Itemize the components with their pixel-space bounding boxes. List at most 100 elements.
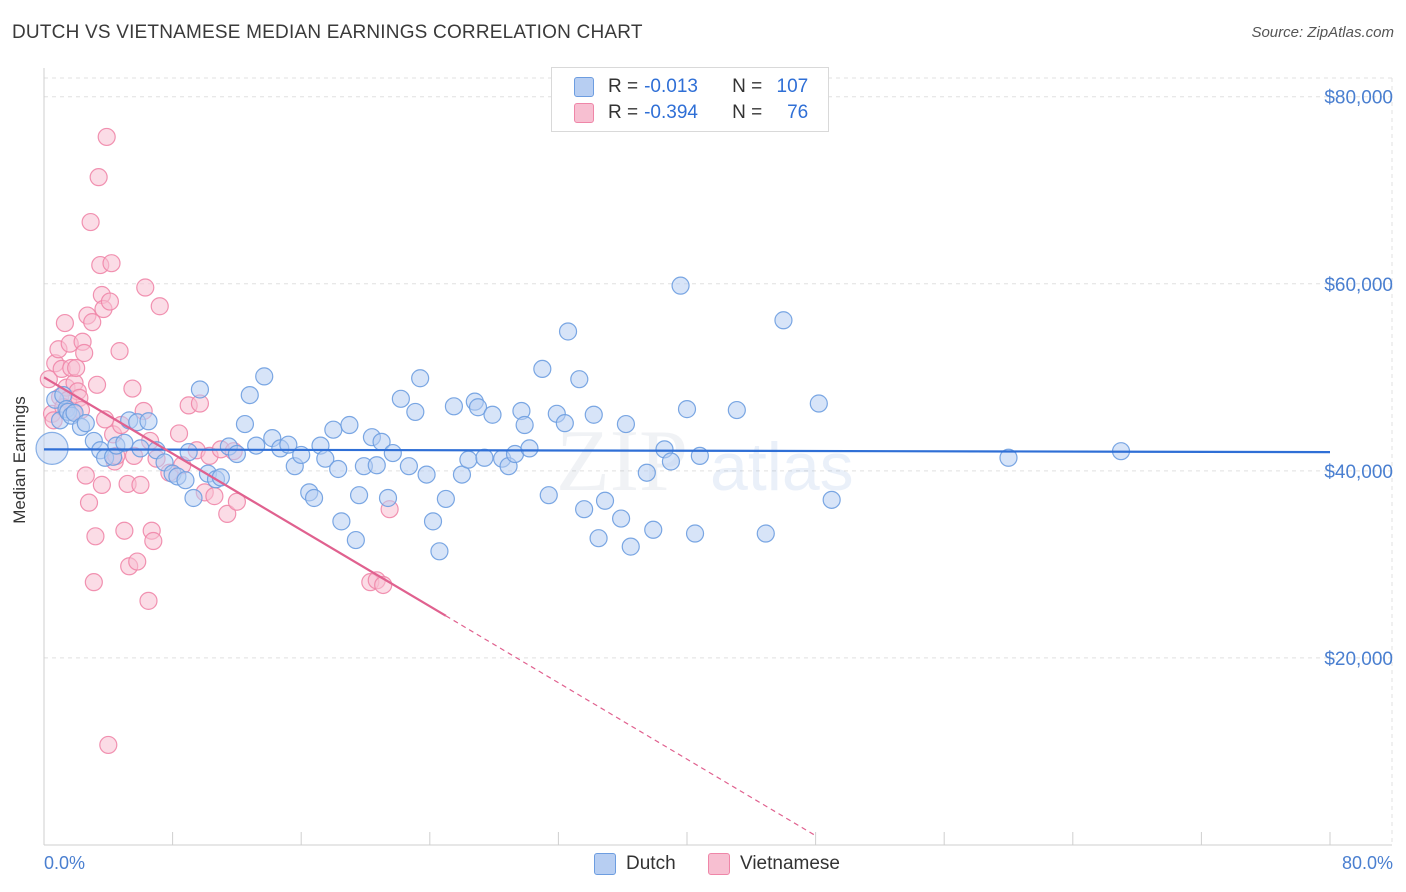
y-tick-label: $40,000 [1324, 462, 1393, 483]
n-label: N = [732, 102, 763, 123]
dutch-point [179, 443, 198, 462]
dutch-point [235, 414, 255, 434]
vietnamese-point [128, 552, 147, 571]
dutch-point [999, 448, 1018, 467]
dutch-point [589, 529, 608, 548]
dutch-point [417, 465, 436, 484]
dutch-point [637, 463, 656, 482]
dutch-point [430, 542, 449, 561]
vietnamese-point [89, 168, 108, 187]
dutch-point [247, 436, 266, 455]
dutch-point [570, 370, 589, 389]
dutch-point [685, 524, 705, 543]
vietnamese-point [123, 379, 142, 398]
x-tick-labels: 0.0% 80.0% [44, 853, 1393, 873]
vietnamese-point [136, 278, 155, 297]
dutch-legend-swatch [594, 853, 616, 875]
vietnamese-trend-line [43, 376, 447, 617]
source-credit: Source: ZipAtlas.com [1251, 24, 1394, 41]
legend-item-vietnamese: Vietnamese [708, 851, 840, 877]
dutch-point [595, 491, 615, 510]
stats-legend: R = -0.013 N = 107 R = -0.394 N = 76 [551, 67, 829, 132]
vietnamese-point [92, 475, 111, 494]
legend-item-dutch: Dutch [594, 851, 676, 877]
vietnamese-point [84, 573, 103, 592]
dutch-trend-line [43, 448, 1331, 454]
dutch-point [367, 456, 386, 475]
dutch-point [349, 486, 369, 505]
vietnamese-point [55, 313, 74, 333]
vietnamese-point [115, 521, 134, 540]
vietnamese-point [86, 527, 105, 546]
dutch-point [383, 443, 402, 463]
vietnamese-legend-swatch [708, 853, 730, 875]
y-tick-label: $20,000 [1324, 649, 1393, 670]
dutch-point [452, 465, 472, 484]
watermark: ZIP atlas [556, 413, 854, 510]
dutch-point [115, 433, 134, 452]
dutch-point [139, 412, 158, 431]
vietnamese-point [87, 375, 107, 394]
dutch-point [423, 512, 443, 531]
vietnamese-point [131, 475, 150, 494]
dutch-point [406, 402, 425, 422]
y-tick-label: $80,000 [1324, 88, 1393, 109]
vietnamese-point [218, 504, 237, 523]
legend-row-dutch: R = -0.013 N = 107 [574, 75, 808, 99]
dutch-point [184, 488, 203, 508]
dutch-point [774, 311, 793, 330]
dutch-point [468, 398, 488, 417]
vietnamese-point [79, 493, 99, 512]
vietnamese-swatch [574, 103, 594, 123]
legend-row-vietnamese: R = -0.394 N = 76 [574, 101, 808, 125]
dutch-point [459, 450, 478, 469]
y-tick-labels: $20,000 $40,000 $60,000 $80,000 [1324, 88, 1393, 670]
dutch-point [332, 512, 351, 531]
r-label: R = [608, 76, 639, 97]
n-value: 107 [776, 76, 809, 97]
vietnamese-trend-extension [445, 615, 816, 837]
dutch-point [621, 537, 640, 556]
dutch-point [555, 414, 574, 433]
dutch-point [304, 488, 324, 508]
dutch-point [515, 415, 534, 435]
dutch-point [240, 385, 259, 405]
dutch-point [809, 394, 828, 413]
vietnamese-point [76, 466, 95, 485]
dutch-point [539, 486, 558, 505]
dutch-point [444, 397, 464, 416]
dutch-point [329, 459, 348, 479]
dutch-swatch [574, 77, 594, 97]
dutch-point [520, 439, 539, 458]
r-value: -0.394 [644, 102, 698, 123]
dutch-point [756, 524, 775, 543]
n-value: 76 [787, 102, 809, 123]
dutch-point [644, 520, 663, 539]
dutch-point [131, 439, 150, 458]
r-value: -0.013 [644, 76, 698, 97]
dutch-point [671, 276, 690, 295]
dutch-point [584, 405, 603, 424]
dutch-point [76, 414, 95, 433]
vietnamese-point [227, 492, 246, 511]
vietnamese-point [67, 358, 86, 378]
dutch-point [176, 471, 195, 490]
y-tick-label: $60,000 [1324, 275, 1393, 296]
dutch-point [436, 489, 455, 509]
vietnamese-point [205, 487, 224, 506]
dutch-point [533, 359, 552, 378]
dutch-point [611, 509, 631, 528]
dutch-point [822, 490, 841, 509]
dutch-point [378, 488, 398, 508]
dutch-point [483, 405, 502, 424]
n-label: N = [732, 76, 763, 97]
dutch-point [346, 530, 365, 550]
vietnamese-point [100, 292, 120, 311]
dutch-point [558, 322, 578, 341]
dutch-point [677, 400, 697, 419]
dutch-point [340, 415, 359, 435]
dutch-point [391, 389, 410, 408]
vietnamese-point [110, 342, 129, 361]
x-tick-label-min: 0.0% [44, 853, 85, 873]
dutch-point [616, 414, 636, 434]
